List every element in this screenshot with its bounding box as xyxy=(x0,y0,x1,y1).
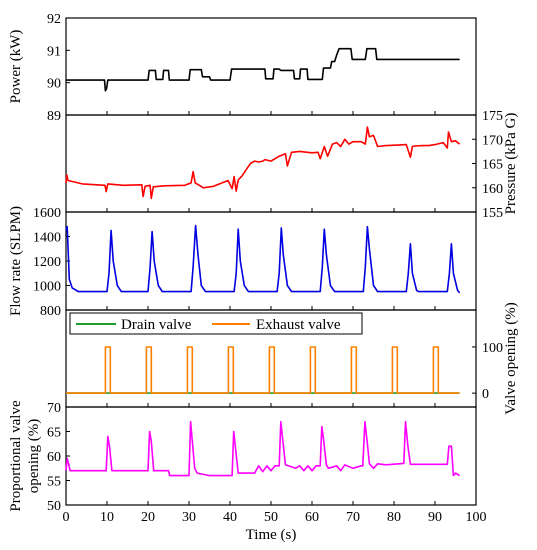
y-tick-label: 92 xyxy=(47,12,61,27)
x-tick-label: 70 xyxy=(346,510,360,525)
y-axis-label: Pressure (kPa G) xyxy=(503,113,519,215)
panel-frame xyxy=(65,114,477,213)
x-tick-label: 40 xyxy=(223,510,237,525)
y-tick-label: 800 xyxy=(40,304,61,319)
legend-label: Exhaust valve xyxy=(256,317,341,333)
panel-power: 89 90 91 92 Power (kW) xyxy=(8,12,477,124)
x-tick-label: 60 xyxy=(305,510,319,525)
y-tick-label: 1000 xyxy=(33,280,61,295)
y-tick-label: 1400 xyxy=(33,231,61,246)
x-tick-label: 30 xyxy=(182,510,196,525)
x-tick-label: 80 xyxy=(387,510,401,525)
y-tick-label: 89 xyxy=(47,109,61,124)
series-line-prop xyxy=(65,420,461,477)
x-tick-label: 100 xyxy=(466,510,487,525)
y-tick-label: 65 xyxy=(47,426,61,441)
y-tick-label: 91 xyxy=(47,44,61,59)
x-tick-label: 90 xyxy=(428,510,442,525)
x-tick-label: 20 xyxy=(141,510,155,525)
x-tick-label: 0 xyxy=(63,510,70,525)
panel-pressure: 155 160 165 170 175 Pressure (kPa G) xyxy=(65,109,519,221)
y-tick-label: 0 xyxy=(482,387,489,402)
x-tick-label: 50 xyxy=(264,510,278,525)
y-tick-label: 55 xyxy=(47,475,61,490)
y-tick-label: 175 xyxy=(482,109,503,124)
y-tick-label: 155 xyxy=(482,206,503,221)
panel-prop: 50 55 60 65 70 Proportional valve opening (%) xyxy=(8,400,477,514)
panel-valve: 0 100 Valve opening (%) Drain valve Exhaust … xyxy=(65,302,519,415)
y-tick-label: 60 xyxy=(47,450,61,465)
series-line-flow xyxy=(65,224,461,294)
y-axis-label: Power (kW) xyxy=(8,30,24,104)
y-tick-label: 1600 xyxy=(33,206,61,221)
series-line-valve-exhaust-valve xyxy=(66,346,460,394)
y-axis-label: Valve opening (%) xyxy=(503,302,519,414)
x-axis: 0 10 20 30 40 50 60 70 80 90 100 xyxy=(63,510,487,525)
legend-label: Drain valve xyxy=(121,317,192,333)
x-tick-label: 10 xyxy=(100,510,114,525)
y-axis-label: Proportional valve opening (%) xyxy=(8,400,42,512)
y-tick-label: 1200 xyxy=(33,255,61,270)
chart-panels: 89 90 91 92 Power (kW) 155 160 165 170 175 Pressur… xyxy=(8,12,519,514)
y-tick-label: 50 xyxy=(47,499,61,514)
panel-flow: 800 1000 1200 1400 1600 Flow rate (SLPM) xyxy=(8,206,477,319)
panel-frame xyxy=(65,17,477,116)
series-line-pressure xyxy=(65,126,461,200)
y-tick-label: 165 xyxy=(482,158,503,173)
y-tick-label: 160 xyxy=(482,182,503,197)
panel-frame xyxy=(65,211,477,311)
legend: Drain valve Exhaust valve xyxy=(69,312,363,335)
panel-frame xyxy=(65,406,477,506)
x-axis-label: Time (s) xyxy=(246,527,297,543)
y-tick-label: 100 xyxy=(482,341,503,356)
y-tick-label: 70 xyxy=(47,401,61,416)
series-line-power xyxy=(66,47,460,92)
y-tick-label: 170 xyxy=(482,133,503,148)
y-axis-label: Flow rate (SLPM) xyxy=(8,206,24,316)
y-tick-label: 90 xyxy=(47,77,61,92)
